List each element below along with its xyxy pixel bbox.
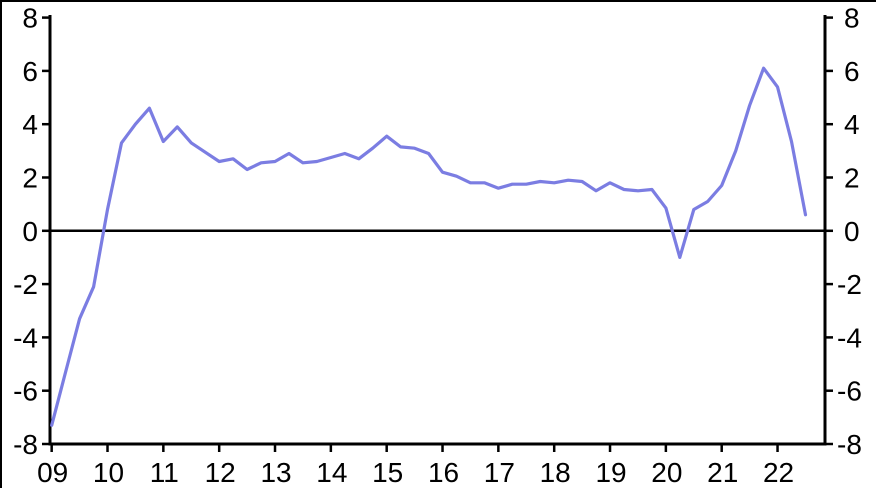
x-tick-label: 21 [707, 457, 738, 488]
x-tick-label: 17 [484, 457, 515, 488]
y-tick-label-left: 4 [22, 109, 38, 140]
y-tick-label-left: 0 [22, 216, 38, 247]
x-tick-label: 09 [37, 457, 68, 488]
y-tick-label-left: 2 [22, 163, 38, 194]
y-tick-label-right: -8 [837, 429, 862, 460]
x-tick-label: 19 [595, 457, 626, 488]
x-tick-label: 20 [651, 457, 682, 488]
x-tick-label: 12 [205, 457, 236, 488]
x-tick-label: 15 [372, 457, 403, 488]
x-tick-label: 22 [763, 457, 794, 488]
x-tick-label: 10 [93, 457, 124, 488]
x-tick-label: 18 [540, 457, 571, 488]
y-tick-label-left: -6 [13, 376, 38, 407]
y-tick-label-left: 6 [22, 56, 38, 87]
x-tick-label: 11 [150, 457, 179, 488]
y-tick-label-left: 8 [22, 3, 38, 34]
y-tick-label-right: 2 [844, 163, 860, 194]
y-tick-label-right: -2 [837, 269, 862, 300]
x-tick-label: 16 [428, 457, 459, 488]
y-tick-label-right: 0 [844, 216, 860, 247]
y-tick-label-left: -4 [13, 322, 38, 353]
y-tick-label-right: 6 [844, 56, 860, 87]
x-tick-label: 14 [316, 457, 347, 488]
y-tick-label-right: 8 [844, 3, 860, 34]
y-tick-label-left: -2 [13, 269, 38, 300]
y-tick-label-left: -8 [13, 429, 38, 460]
y-tick-label-right: 4 [844, 109, 860, 140]
y-tick-label-right: -4 [837, 322, 862, 353]
x-tick-label: 13 [260, 457, 291, 488]
data-line [50, 66, 808, 427]
y-tick-label-right: -6 [837, 376, 862, 407]
